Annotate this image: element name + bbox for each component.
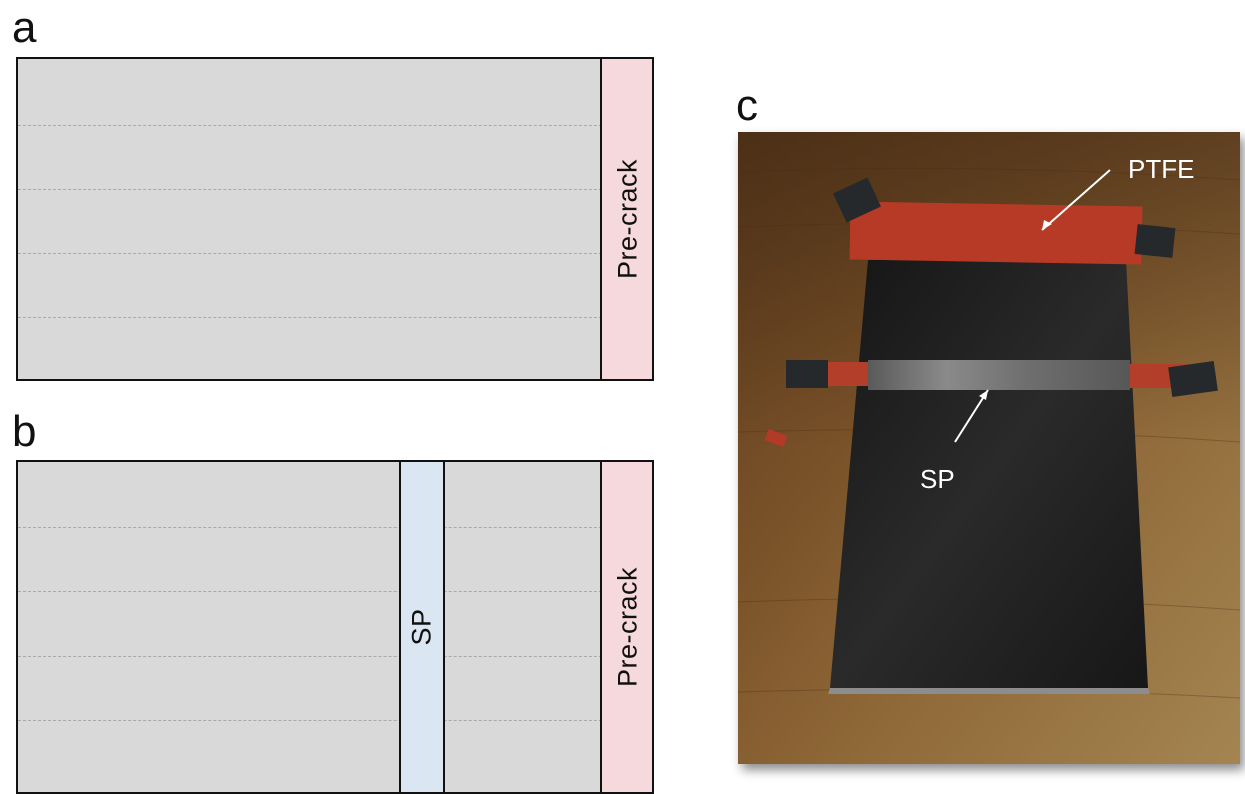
specimen-photo: PTFE SP	[738, 132, 1240, 764]
ply-line	[18, 656, 652, 657]
black-tape-top-left	[833, 177, 881, 223]
panel-b-letter: b	[12, 407, 37, 456]
sp-arrowhead	[979, 390, 988, 400]
ply-line	[18, 253, 652, 254]
carbon-laminate-panel	[830, 260, 1148, 688]
ptfe-tape	[849, 201, 1143, 265]
ply-line	[18, 189, 652, 190]
ply-line	[18, 720, 652, 721]
sp-interleave-strip: SP	[399, 462, 445, 792]
precrack-label: Pre-crack	[612, 566, 643, 688]
specimen-photo-illustration: PTFE SP	[738, 132, 1240, 764]
sp-interleave-band	[868, 360, 1130, 390]
ply-line	[18, 527, 652, 528]
black-tape-right	[1168, 360, 1218, 398]
ptfe-arrowhead	[1042, 220, 1052, 230]
panel-b-laminate-scheme: SP Pre-crack	[16, 460, 654, 794]
ptfe-label: PTFE	[1128, 154, 1194, 184]
panel-a-laminate-scheme: Pre-crack	[16, 57, 654, 381]
sp-photo-label: SP	[920, 464, 955, 494]
panel-c-letter: c	[736, 81, 758, 130]
precrack-label: Pre-crack	[612, 158, 643, 280]
panel-a-letter: a	[12, 3, 37, 52]
sp-arrow	[954, 389, 989, 443]
ply-line	[18, 591, 652, 592]
precrack-region: Pre-crack	[600, 462, 652, 792]
laminate-edge	[828, 688, 1150, 694]
black-tape-top-right	[1134, 224, 1176, 258]
ptfe-arrow	[1041, 169, 1111, 231]
precrack-region: Pre-crack	[600, 59, 652, 379]
ply-line	[18, 125, 652, 126]
sp-label: SP	[406, 608, 437, 646]
black-tape-left	[786, 360, 828, 388]
tape-scrap	[764, 428, 788, 448]
ply-line	[18, 317, 652, 318]
